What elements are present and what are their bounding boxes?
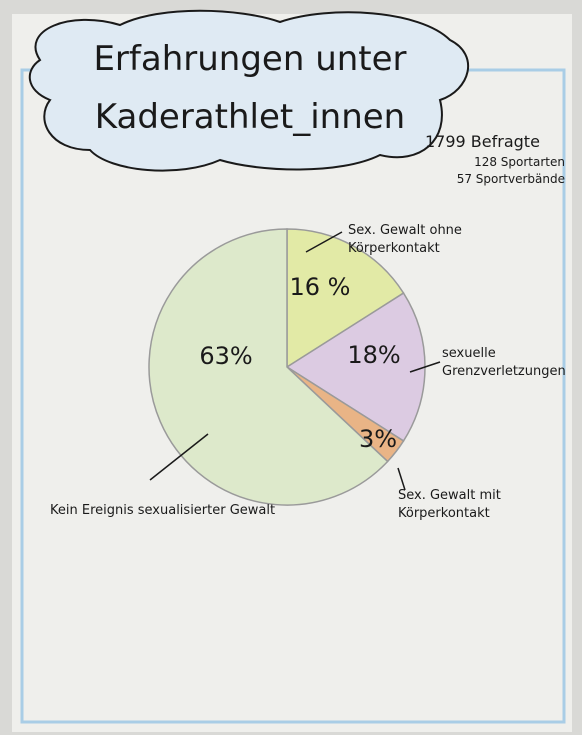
value-label: 3% [359,425,397,453]
value-label: 63% [199,342,252,370]
annotation: 57 Sportverbände [425,171,565,188]
annotation: 128 Sportarten [425,154,565,171]
slice-label: Kein Ereignis sexualisierter Gewalt [50,502,290,520]
chart-title: Erfahrungen unter Kaderathlet_innen [60,30,440,146]
value-label: 18% [347,341,400,369]
value-label: 16 % [290,273,351,301]
annotation: 1799 Befragte [425,130,565,154]
slice-label: Sex. Gewalt mit Körperkontakt [398,487,558,523]
slice-label: sexuelle Grenzverletzungen [442,345,562,381]
flipchart-photo: 16 % 18% 3% 63% Erfahrungen unter Kaderathl… [0,0,582,735]
slice-label: Sex. Gewalt ohne Körperkontakt [348,222,548,258]
